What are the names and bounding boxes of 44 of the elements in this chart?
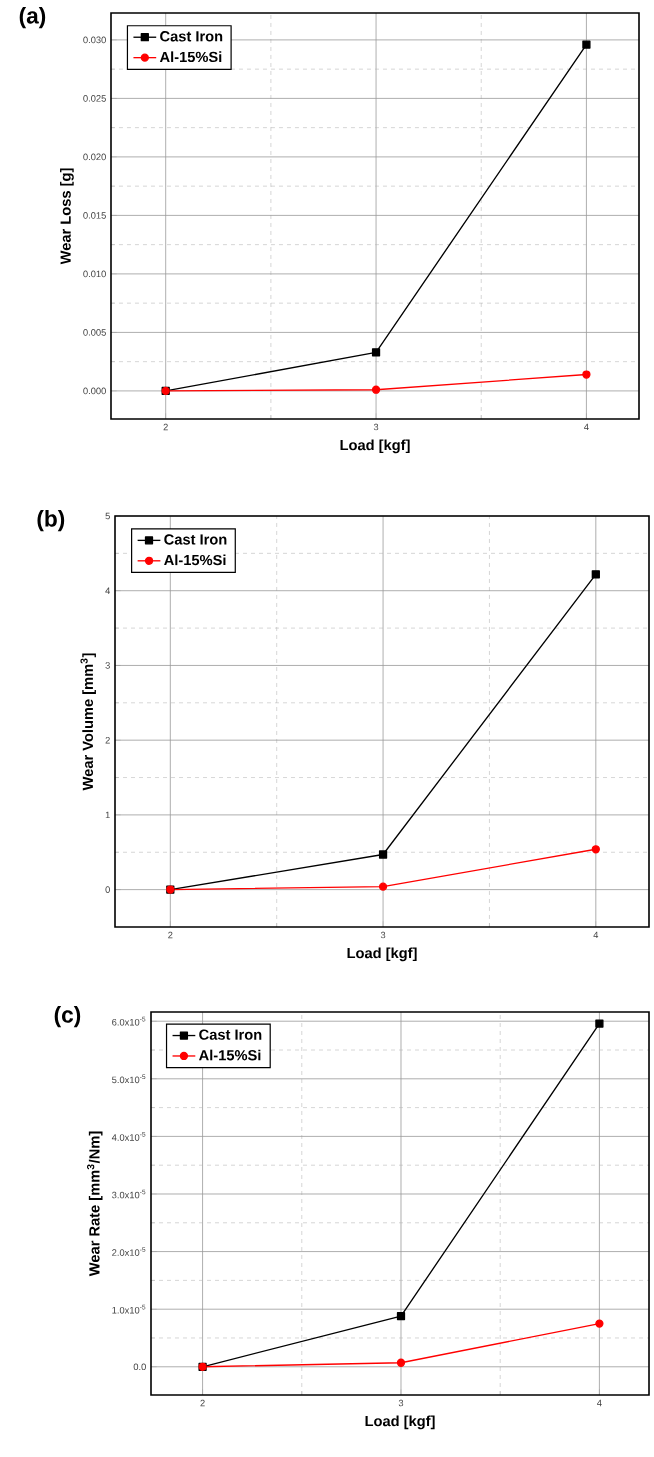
y-tick-label: 0.0 (133, 1363, 146, 1371)
y-tick-label: 5.0x10$^{-5}$ (112, 1074, 146, 1084)
y-tick-label: 4 (105, 587, 111, 594)
y-tick-label: 0 (105, 886, 110, 893)
y-tick-label: 3 (105, 662, 110, 669)
y-tick-label: 1 (105, 811, 110, 819)
y-tick-label: 0.000 (83, 387, 106, 395)
chart-title: (b) (37, 510, 65, 532)
x-tick-label: 3 (373, 423, 379, 431)
legend-label: Al-15%Si (198, 1049, 261, 1061)
x-tick-label: 2 (200, 1399, 205, 1407)
y-axis-title: Wear Rate [mm$^{3}$/Nm] (87, 1131, 103, 1277)
x-tick-label: 3 (380, 931, 386, 939)
legend-label: Cast Iron (160, 31, 223, 42)
chart-title: (c) (54, 1006, 81, 1028)
x-axis-title: Load [kgf] (347, 947, 417, 962)
y-tick-label: 0.025 (83, 95, 106, 102)
x-tick-label: 4 (584, 423, 589, 431)
legend-label: Al-15%Si (159, 51, 222, 63)
x-tick-label: 4 (593, 931, 599, 939)
y-tick-label: 0.005 (83, 329, 106, 336)
x-tick-label: 2 (163, 423, 168, 431)
y-tick-label: 0.020 (83, 153, 106, 161)
y-tick-label: 2 (105, 736, 110, 744)
y-tick-label: 4.0x10$^{-5}$ (111, 1132, 146, 1141)
y-axis-title: Wear Loss [g] (60, 168, 74, 265)
x-tick-label: 3 (398, 1399, 404, 1407)
y-tick-label: 3.0x10$^{-5}$ (112, 1189, 146, 1199)
legend-label: Al-15%Si (164, 554, 226, 566)
chart-title: (a) (19, 7, 46, 29)
y-tick-label: 5 (105, 512, 110, 520)
y-axis-title: Wear Volume [mm$^{3}$] (80, 653, 96, 791)
x-tick-label: 4 (597, 1399, 602, 1407)
x-tick-label: 2 (168, 931, 173, 939)
y-tick-label: 1.0x10$^{-5}$ (112, 1304, 146, 1314)
y-tick-label: 2.0x10$^{-5}$ (112, 1247, 146, 1256)
x-axis-title: Load [kgf] (340, 439, 410, 454)
y-tick-label: 0.015 (83, 212, 106, 219)
y-tick-label: 0.010 (83, 270, 106, 278)
x-axis-title: Load [kgf] (365, 1415, 435, 1430)
legend-label: Cast Iron (199, 1029, 262, 1040)
y-tick-label: 6.0x10$^{-5}$ (112, 1016, 146, 1026)
y-tick-label: 0.030 (83, 36, 106, 44)
legend-label: Cast Iron (164, 534, 227, 545)
